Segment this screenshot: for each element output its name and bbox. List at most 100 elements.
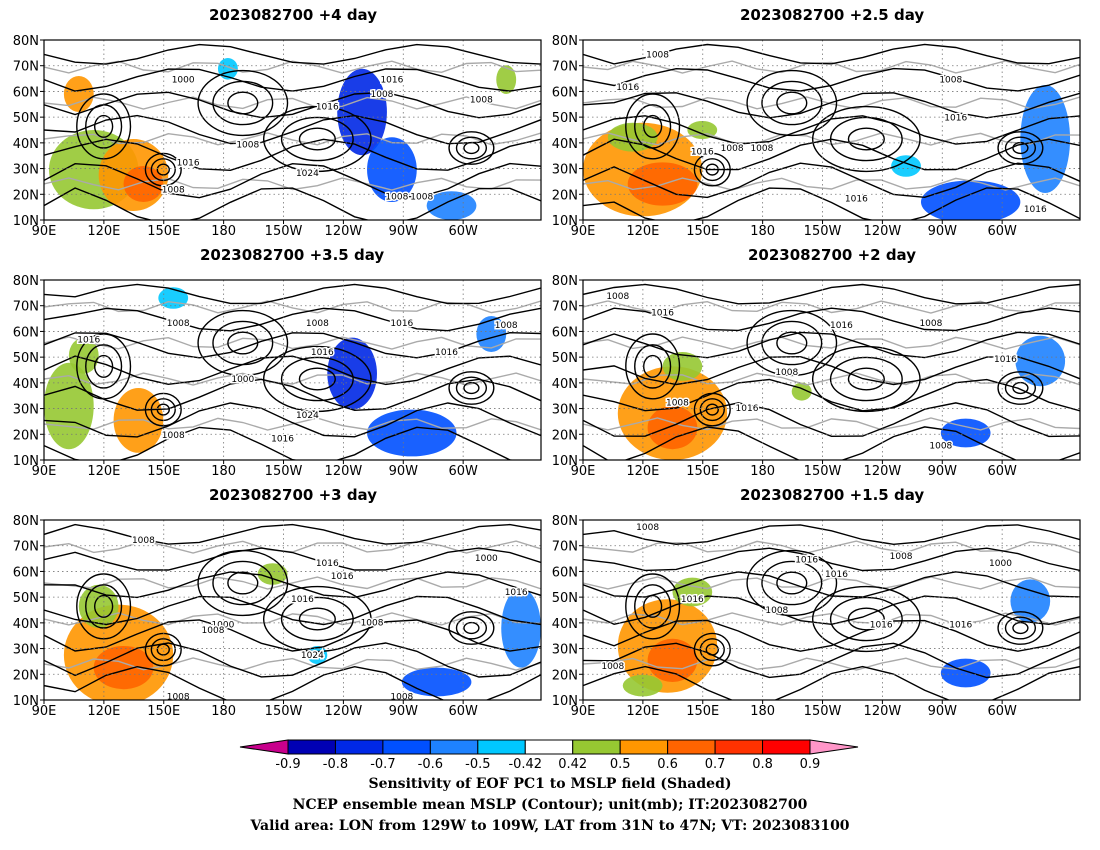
y-tick-label: 70N <box>13 300 39 315</box>
isobar-contour <box>997 131 1044 165</box>
colorbar-tick-label: -0.5 <box>465 757 490 772</box>
isobar-contour <box>693 152 731 187</box>
isobar-contour <box>463 621 480 635</box>
isobar-contour <box>463 141 480 155</box>
isobar-contour <box>583 162 1080 199</box>
contour-label: 1008 <box>646 50 669 60</box>
x-tick-label: 180 <box>211 224 236 239</box>
isobar-contour <box>583 619 1080 652</box>
map-frame <box>43 519 542 701</box>
colorbar-tick-label: -0.8 <box>323 757 348 772</box>
isobar-contour <box>44 571 541 599</box>
isobar-contour <box>746 69 838 137</box>
x-tick-label: 180 <box>211 464 236 479</box>
y-tick-label: 50N <box>13 591 39 606</box>
sensitivity-shading <box>426 191 477 220</box>
y-tick-label: 60N <box>13 85 39 100</box>
isobar-contour <box>634 584 672 629</box>
x-tick-label: 60W <box>448 464 478 479</box>
contour-label: 1008 <box>167 319 190 329</box>
isobar-contour <box>93 114 114 138</box>
sensitivity-shading <box>63 76 94 112</box>
contour-label: 1016 <box>830 321 853 331</box>
isobar-contour <box>776 331 808 355</box>
y-tick-label: 20N <box>552 188 578 203</box>
y-tick-label: 50N <box>13 111 39 126</box>
x-tick-label: 150W <box>265 224 303 239</box>
colorbar-tick-label: 0.6 <box>657 757 678 772</box>
y-tick-label: 50N <box>552 351 578 366</box>
x-tick-label: 90W <box>389 464 419 479</box>
isobar-contour <box>625 573 681 640</box>
x-tick-label: 150E <box>686 704 719 719</box>
contour-label: 1016 <box>311 348 334 358</box>
isobar-contour <box>44 595 541 626</box>
isobar-contour <box>583 426 1080 460</box>
y-tick-label: 40N <box>552 617 578 632</box>
isobar-contour <box>642 114 663 138</box>
y-tick-label: 60N <box>552 325 578 340</box>
isobar-contour <box>847 367 885 391</box>
contour-label: 1000 <box>989 559 1012 569</box>
x-tick-label: 180 <box>750 704 775 719</box>
isobar-contour <box>197 549 289 617</box>
coastline <box>44 417 541 431</box>
coastline <box>583 96 1080 110</box>
isobar-contour <box>634 344 672 389</box>
isobar-contour <box>625 333 681 400</box>
coastline <box>583 657 1080 671</box>
y-tick-label: 10N <box>13 214 39 229</box>
map-frame <box>43 39 542 221</box>
map-panel-2: 1008 1008 1016 1016 1008 1016 1008 1016 1016 10N 2… <box>552 34 1081 239</box>
x-tick-label: 150W <box>804 224 842 239</box>
isobar-contour <box>829 596 903 642</box>
sensitivity-shading <box>307 646 328 664</box>
x-tick-label: 150E <box>147 464 180 479</box>
x-tick-label: 90E <box>32 224 57 239</box>
isobar-contour <box>811 345 921 413</box>
contour-label: 1000 <box>172 76 195 86</box>
isobar-contour <box>144 392 182 427</box>
y-tick-label: 50N <box>552 591 578 606</box>
colorbar-swatch <box>382 739 431 755</box>
isobar-contour <box>150 158 176 182</box>
coastline <box>44 576 541 590</box>
contour-label: 1016 <box>870 620 893 630</box>
panel-title: 2023082700 +1.5 day <box>740 486 925 504</box>
isobar-contour <box>227 571 259 595</box>
contour-label: 1008 <box>750 144 773 154</box>
x-tick-label: 120W <box>325 224 363 239</box>
y-tick-label: 80N <box>13 34 39 49</box>
caption-line-1: Sensitivity of EOF PC1 to MSLP field (Sh… <box>368 776 732 792</box>
y-tick-label: 20N <box>552 668 578 683</box>
isobar-contour <box>776 91 808 115</box>
x-tick-label: 120W <box>864 704 902 719</box>
contour-label: 1008 <box>202 626 225 636</box>
isobar-contour <box>583 402 1080 438</box>
isobar-contour <box>583 307 1080 332</box>
isobar-contour <box>583 67 1080 92</box>
isobar-contour <box>156 163 170 176</box>
x-tick-label: 90W <box>928 224 958 239</box>
contour-label: 1016 <box>390 319 413 329</box>
sensitivity-shading <box>622 674 663 697</box>
sensitivity-shading <box>662 352 703 381</box>
colorbar-swatch <box>762 739 811 755</box>
contour-label: 1008 <box>939 76 962 86</box>
contour-label: 1016 <box>616 83 639 93</box>
y-tick-label: 10N <box>552 694 578 709</box>
contour-label: 1008 <box>410 193 433 203</box>
contour-label: 1000 <box>211 620 234 630</box>
x-tick-label: 150E <box>686 224 719 239</box>
isobar-contour <box>448 131 495 165</box>
contour-label: 1008 <box>606 292 629 302</box>
isobar-contour <box>583 92 1080 119</box>
isobar-contour <box>44 665 541 700</box>
isobar-contour <box>761 320 823 366</box>
isobar-contour <box>1004 136 1037 160</box>
colorbar-min-arrow <box>239 739 289 755</box>
y-tick-label: 80N <box>13 274 39 289</box>
x-tick-label: 120E <box>626 704 659 719</box>
isobar-contour <box>280 356 354 402</box>
isobar-contour <box>227 91 259 115</box>
